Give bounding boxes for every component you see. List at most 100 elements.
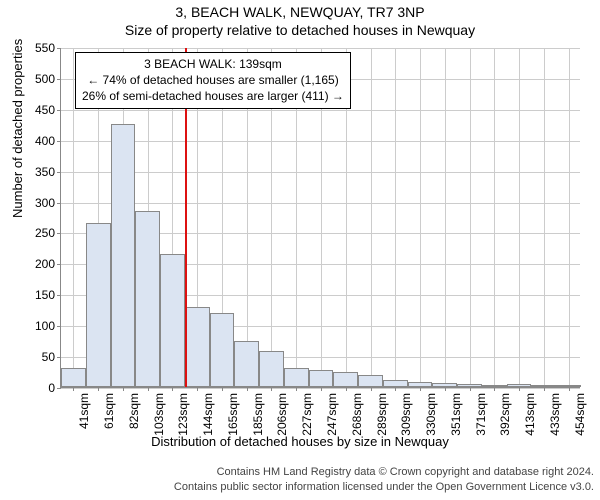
histogram-bar	[111, 124, 136, 387]
x-tick-mark	[222, 387, 223, 391]
x-tick-label: 123sqm	[176, 393, 190, 436]
footer-line-2: Contains public sector information licen…	[174, 480, 594, 494]
x-tick-label: 82sqm	[127, 393, 141, 429]
histogram-bar	[358, 375, 383, 387]
x-tick-mark	[321, 387, 322, 391]
x-tick-mark	[172, 387, 173, 391]
x-tick-mark	[470, 387, 471, 391]
x-tick-label: 413sqm	[523, 393, 537, 436]
y-tick-label: 150	[35, 288, 55, 302]
y-tick-mark	[57, 326, 61, 327]
y-tick-mark	[57, 48, 61, 49]
histogram-bar	[383, 380, 408, 387]
y-tick-mark	[57, 110, 61, 111]
y-tick-mark	[57, 172, 61, 173]
x-tick-label: 268sqm	[350, 393, 364, 436]
chart-container: 3, BEACH WALK, NEWQUAY, TR7 3NP Size of …	[0, 0, 600, 500]
x-tick-mark	[445, 387, 446, 391]
y-tick-label: 350	[35, 165, 55, 179]
plot-area: 05010015020025030035040045050055041sqm61…	[60, 48, 580, 388]
footer-attribution: Contains HM Land Registry data © Crown c…	[174, 465, 594, 494]
y-tick-label: 550	[35, 41, 55, 55]
x-tick-mark	[371, 387, 372, 391]
histogram-bar	[333, 372, 358, 387]
x-tick-label: 165sqm	[226, 393, 240, 436]
annotation-line-2: ← 74% of detached houses are smaller (1,…	[82, 72, 344, 88]
histogram-bar	[160, 254, 185, 387]
gridline-v	[445, 48, 446, 387]
y-tick-label: 200	[35, 257, 55, 271]
annotation-line-3: 26% of semi-detached houses are larger (…	[82, 88, 344, 104]
y-tick-mark	[57, 79, 61, 80]
y-tick-label: 100	[35, 319, 55, 333]
histogram-bar	[135, 211, 160, 387]
y-tick-mark	[57, 264, 61, 265]
histogram-bar	[259, 351, 284, 387]
y-tick-label: 500	[35, 72, 55, 86]
x-tick-label: 289sqm	[375, 393, 389, 436]
gridline-v	[395, 48, 396, 387]
y-tick-mark	[57, 203, 61, 204]
x-tick-mark	[494, 387, 495, 391]
histogram-bar	[185, 307, 210, 387]
x-tick-mark	[296, 387, 297, 391]
x-tick-mark	[123, 387, 124, 391]
x-tick-label: 454sqm	[573, 393, 587, 436]
gridline-v	[569, 48, 570, 387]
y-axis-label: Number of detached properties	[10, 39, 25, 218]
x-tick-mark	[98, 387, 99, 391]
gridline-v	[519, 48, 520, 387]
annotation-line-1: 3 BEACH WALK: 139sqm	[82, 56, 344, 72]
x-tick-mark	[197, 387, 198, 391]
footer-line-1: Contains HM Land Registry data © Crown c…	[174, 465, 594, 479]
y-tick-label: 250	[35, 226, 55, 240]
x-tick-label: 185sqm	[251, 393, 265, 436]
y-tick-label: 50	[42, 350, 55, 364]
x-tick-label: 330sqm	[424, 393, 438, 436]
chart-subtitle: Size of property relative to detached ho…	[0, 20, 600, 42]
histogram-bar	[284, 368, 309, 387]
gridline-v	[371, 48, 372, 387]
y-tick-mark	[57, 233, 61, 234]
y-tick-mark	[57, 357, 61, 358]
x-tick-mark	[148, 387, 149, 391]
x-tick-mark	[420, 387, 421, 391]
annotation-box: 3 BEACH WALK: 139sqm← 74% of detached ho…	[75, 52, 351, 109]
y-tick-mark	[57, 141, 61, 142]
x-axis-label: Distribution of detached houses by size …	[0, 434, 600, 449]
x-tick-label: 371sqm	[474, 393, 488, 436]
gridline-v	[470, 48, 471, 387]
x-tick-mark	[271, 387, 272, 391]
x-tick-label: 144sqm	[201, 393, 215, 436]
y-tick-mark	[57, 295, 61, 296]
y-tick-mark	[57, 388, 61, 389]
x-tick-mark	[569, 387, 570, 391]
gridline-v	[544, 48, 545, 387]
x-tick-label: 433sqm	[548, 393, 562, 436]
x-tick-label: 247sqm	[325, 393, 339, 436]
y-tick-label: 400	[35, 134, 55, 148]
x-tick-mark	[519, 387, 520, 391]
gridline-v	[494, 48, 495, 387]
x-tick-label: 103sqm	[152, 393, 166, 436]
x-tick-label: 61sqm	[102, 393, 116, 429]
x-tick-mark	[247, 387, 248, 391]
histogram-bar	[210, 313, 235, 387]
y-tick-label: 450	[35, 103, 55, 117]
gridline-v	[420, 48, 421, 387]
y-tick-label: 300	[35, 196, 55, 210]
x-tick-label: 227sqm	[300, 393, 314, 436]
x-tick-mark	[544, 387, 545, 391]
histogram-bar	[86, 223, 111, 387]
histogram-bar	[309, 370, 334, 387]
x-tick-label: 351sqm	[449, 393, 463, 436]
y-tick-label: 0	[48, 381, 55, 395]
x-tick-mark	[346, 387, 347, 391]
x-tick-mark	[395, 387, 396, 391]
x-tick-label: 392sqm	[498, 393, 512, 436]
x-tick-label: 309sqm	[399, 393, 413, 436]
histogram-bar	[234, 341, 259, 387]
chart-title-address: 3, BEACH WALK, NEWQUAY, TR7 3NP	[0, 0, 600, 20]
x-tick-label: 41sqm	[77, 393, 91, 429]
histogram-bar	[61, 368, 86, 387]
